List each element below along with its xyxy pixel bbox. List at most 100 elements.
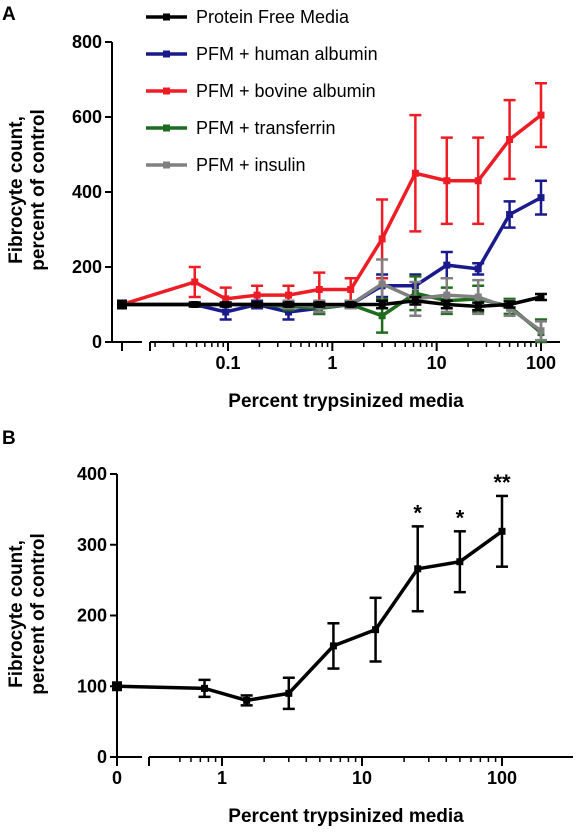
panel-b-label: B xyxy=(2,428,16,449)
panel-a-series xyxy=(117,82,547,344)
data-point xyxy=(378,280,386,288)
series-pfm-insulin xyxy=(117,258,547,342)
data-point xyxy=(243,696,251,704)
panel-b-xlabel: Percent trypsinized media xyxy=(228,806,464,827)
data-point xyxy=(315,286,323,293)
data-point xyxy=(506,211,514,218)
data-point xyxy=(506,136,514,143)
data-point xyxy=(537,194,545,202)
data-point xyxy=(498,527,506,535)
legend-marker xyxy=(163,124,170,132)
panel-b-xtick-label: 100 xyxy=(487,768,517,788)
data-point xyxy=(378,235,386,243)
panel-b-xtick-label: 0 xyxy=(112,768,122,788)
data-point xyxy=(191,301,199,308)
data-point xyxy=(347,301,355,308)
data-point xyxy=(284,301,292,308)
panel-b-ytick-label: 100 xyxy=(77,676,107,696)
data-point xyxy=(378,312,386,320)
panel-a-ytick-label: 400 xyxy=(72,182,102,202)
data-point xyxy=(443,291,451,299)
panel-b-axes: 0 100 200 300 400 0 1 10 100 xyxy=(77,464,573,788)
panel-a-legend: Protein Free Media PFM + human albumin PFM… xyxy=(146,7,378,175)
data-point xyxy=(474,265,482,273)
data-point xyxy=(474,177,482,185)
data-point xyxy=(537,327,545,335)
chart-panel-b: B Fibrocyte count, percent of control Pe… xyxy=(2,428,573,827)
legend-item: Protein Free Media xyxy=(146,7,350,27)
panel-b-ylabel-line2: percent of control xyxy=(28,533,49,695)
panel-a-ytick-label: 800 xyxy=(72,32,102,52)
data-point xyxy=(474,302,482,310)
series-line xyxy=(116,529,504,703)
panel-a-ylabel-line2: percent of control xyxy=(28,109,49,271)
panel-b-ytick-label: 400 xyxy=(77,464,107,484)
panel-a-axes: 0 200 400 600 800 0.1 1 10 100 xyxy=(72,32,560,373)
panel-b-ytick-label: 200 xyxy=(77,606,107,626)
significance-marker: * xyxy=(456,505,465,530)
panel-b-xtick-label: 10 xyxy=(352,768,372,788)
legend-label: PFM + insulin xyxy=(196,155,306,175)
data-point xyxy=(378,301,386,308)
panel-b-ylabel-line1: Fibrocyte count, xyxy=(6,540,27,688)
data-point xyxy=(506,301,514,308)
chart-panel-a: A Fibrocyte count, percent of control Pe… xyxy=(2,4,560,412)
panel-a-label: A xyxy=(2,4,16,25)
data-point xyxy=(456,558,464,566)
control-point xyxy=(112,681,122,692)
legend-marker xyxy=(163,13,170,21)
significance-marker: * xyxy=(413,500,422,525)
data-point xyxy=(285,689,293,697)
series-protein-free-media xyxy=(117,292,547,312)
series-pfm-bovine-albumin xyxy=(117,82,547,312)
data-point xyxy=(253,291,261,299)
legend-item: PFM + insulin xyxy=(146,155,306,175)
legend-label: PFM + bovine albumin xyxy=(196,81,376,101)
control-point xyxy=(117,299,127,310)
panel-b-ytick-label: 0 xyxy=(97,747,107,767)
data-point xyxy=(222,301,230,308)
panel-a-xtick-label: 1 xyxy=(327,353,337,373)
panel-b-ytick-label: 300 xyxy=(77,535,107,555)
data-point xyxy=(191,278,199,286)
data-point xyxy=(414,565,422,573)
data-point xyxy=(537,293,545,301)
significance-marker: ** xyxy=(493,470,511,495)
data-point xyxy=(347,286,355,293)
panel-b-xtick-label: 1 xyxy=(217,768,227,788)
data-point xyxy=(222,295,230,303)
panel-a-xtick-label: 100 xyxy=(526,353,556,373)
data-point xyxy=(443,177,451,185)
legend-item: PFM + transferrin xyxy=(146,118,336,138)
data-point xyxy=(474,293,482,301)
legend-label: Protein Free Media xyxy=(196,7,350,27)
legend-label: PFM + transferrin xyxy=(196,118,336,138)
data-point xyxy=(372,626,380,634)
data-point xyxy=(222,308,230,316)
panel-b-annotations: * *** xyxy=(413,470,511,530)
panel-a-xlabel: Percent trypsinized media xyxy=(228,391,464,412)
panel-a-xtick-label: 0.1 xyxy=(215,353,240,373)
legend-marker xyxy=(163,87,170,95)
legend-marker xyxy=(163,161,170,169)
data-point xyxy=(284,291,292,299)
panel-b-series xyxy=(112,494,508,711)
panel-b-series-line-group xyxy=(112,494,508,711)
data-point xyxy=(411,169,419,177)
panel-a-ytick-label: 200 xyxy=(72,257,102,277)
legend-item: PFM + human albumin xyxy=(146,44,378,64)
legend-marker xyxy=(163,50,170,58)
data-point xyxy=(329,642,337,650)
data-point xyxy=(443,261,451,269)
data-point xyxy=(201,684,209,692)
data-point xyxy=(253,301,261,308)
legend-item: PFM + bovine albumin xyxy=(146,81,376,101)
data-point xyxy=(537,111,545,119)
data-point xyxy=(284,308,292,316)
panel-a-ytick-label: 0 xyxy=(92,332,102,352)
legend-label: PFM + human albumin xyxy=(196,44,378,64)
data-point xyxy=(315,301,323,308)
panel-a-ytick-label: 600 xyxy=(72,107,102,127)
data-point xyxy=(443,301,451,308)
